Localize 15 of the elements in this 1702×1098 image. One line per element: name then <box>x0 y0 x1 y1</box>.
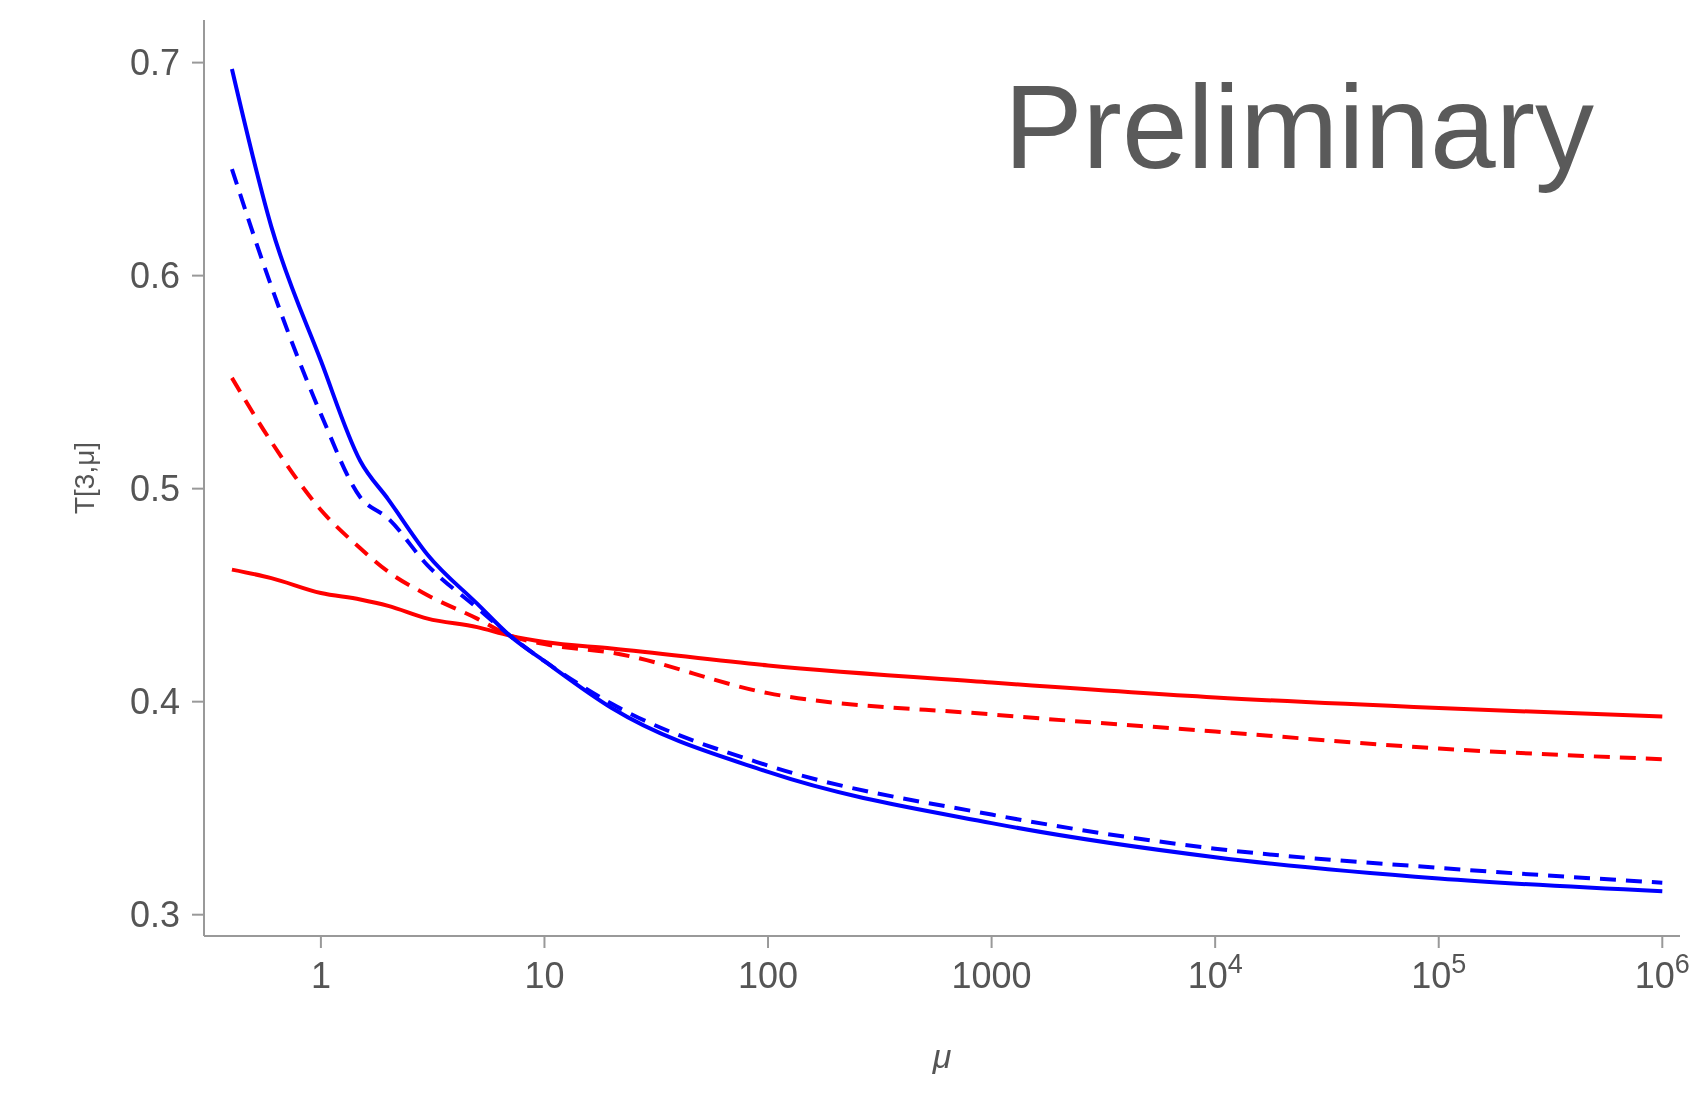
x-tick-label: 100 <box>737 955 799 996</box>
y-tick-label: 0.3 <box>129 893 180 935</box>
y-axis-title: T[3,μ] <box>68 441 100 515</box>
annotation: Preliminary <box>1003 61 1594 193</box>
x-tick-label: 10$^{6}$ <box>1634 949 1690 996</box>
x-tick-label: 10 <box>524 955 565 996</box>
y-tick-label: 0.5 <box>129 467 180 509</box>
y-tick-label: 0.4 <box>129 680 180 722</box>
y-tick-label: 0.7 <box>129 41 180 83</box>
x-tick-label: 1000 <box>951 955 1032 996</box>
x-axis-title: μ <box>931 1037 952 1075</box>
x-tick-label: 10$^{4}$ <box>1187 949 1243 996</box>
x-tick-label: 1 <box>310 955 331 996</box>
y-tick-label: 0.6 <box>129 254 180 296</box>
x-tick-label: 10$^{5}$ <box>1411 949 1467 996</box>
